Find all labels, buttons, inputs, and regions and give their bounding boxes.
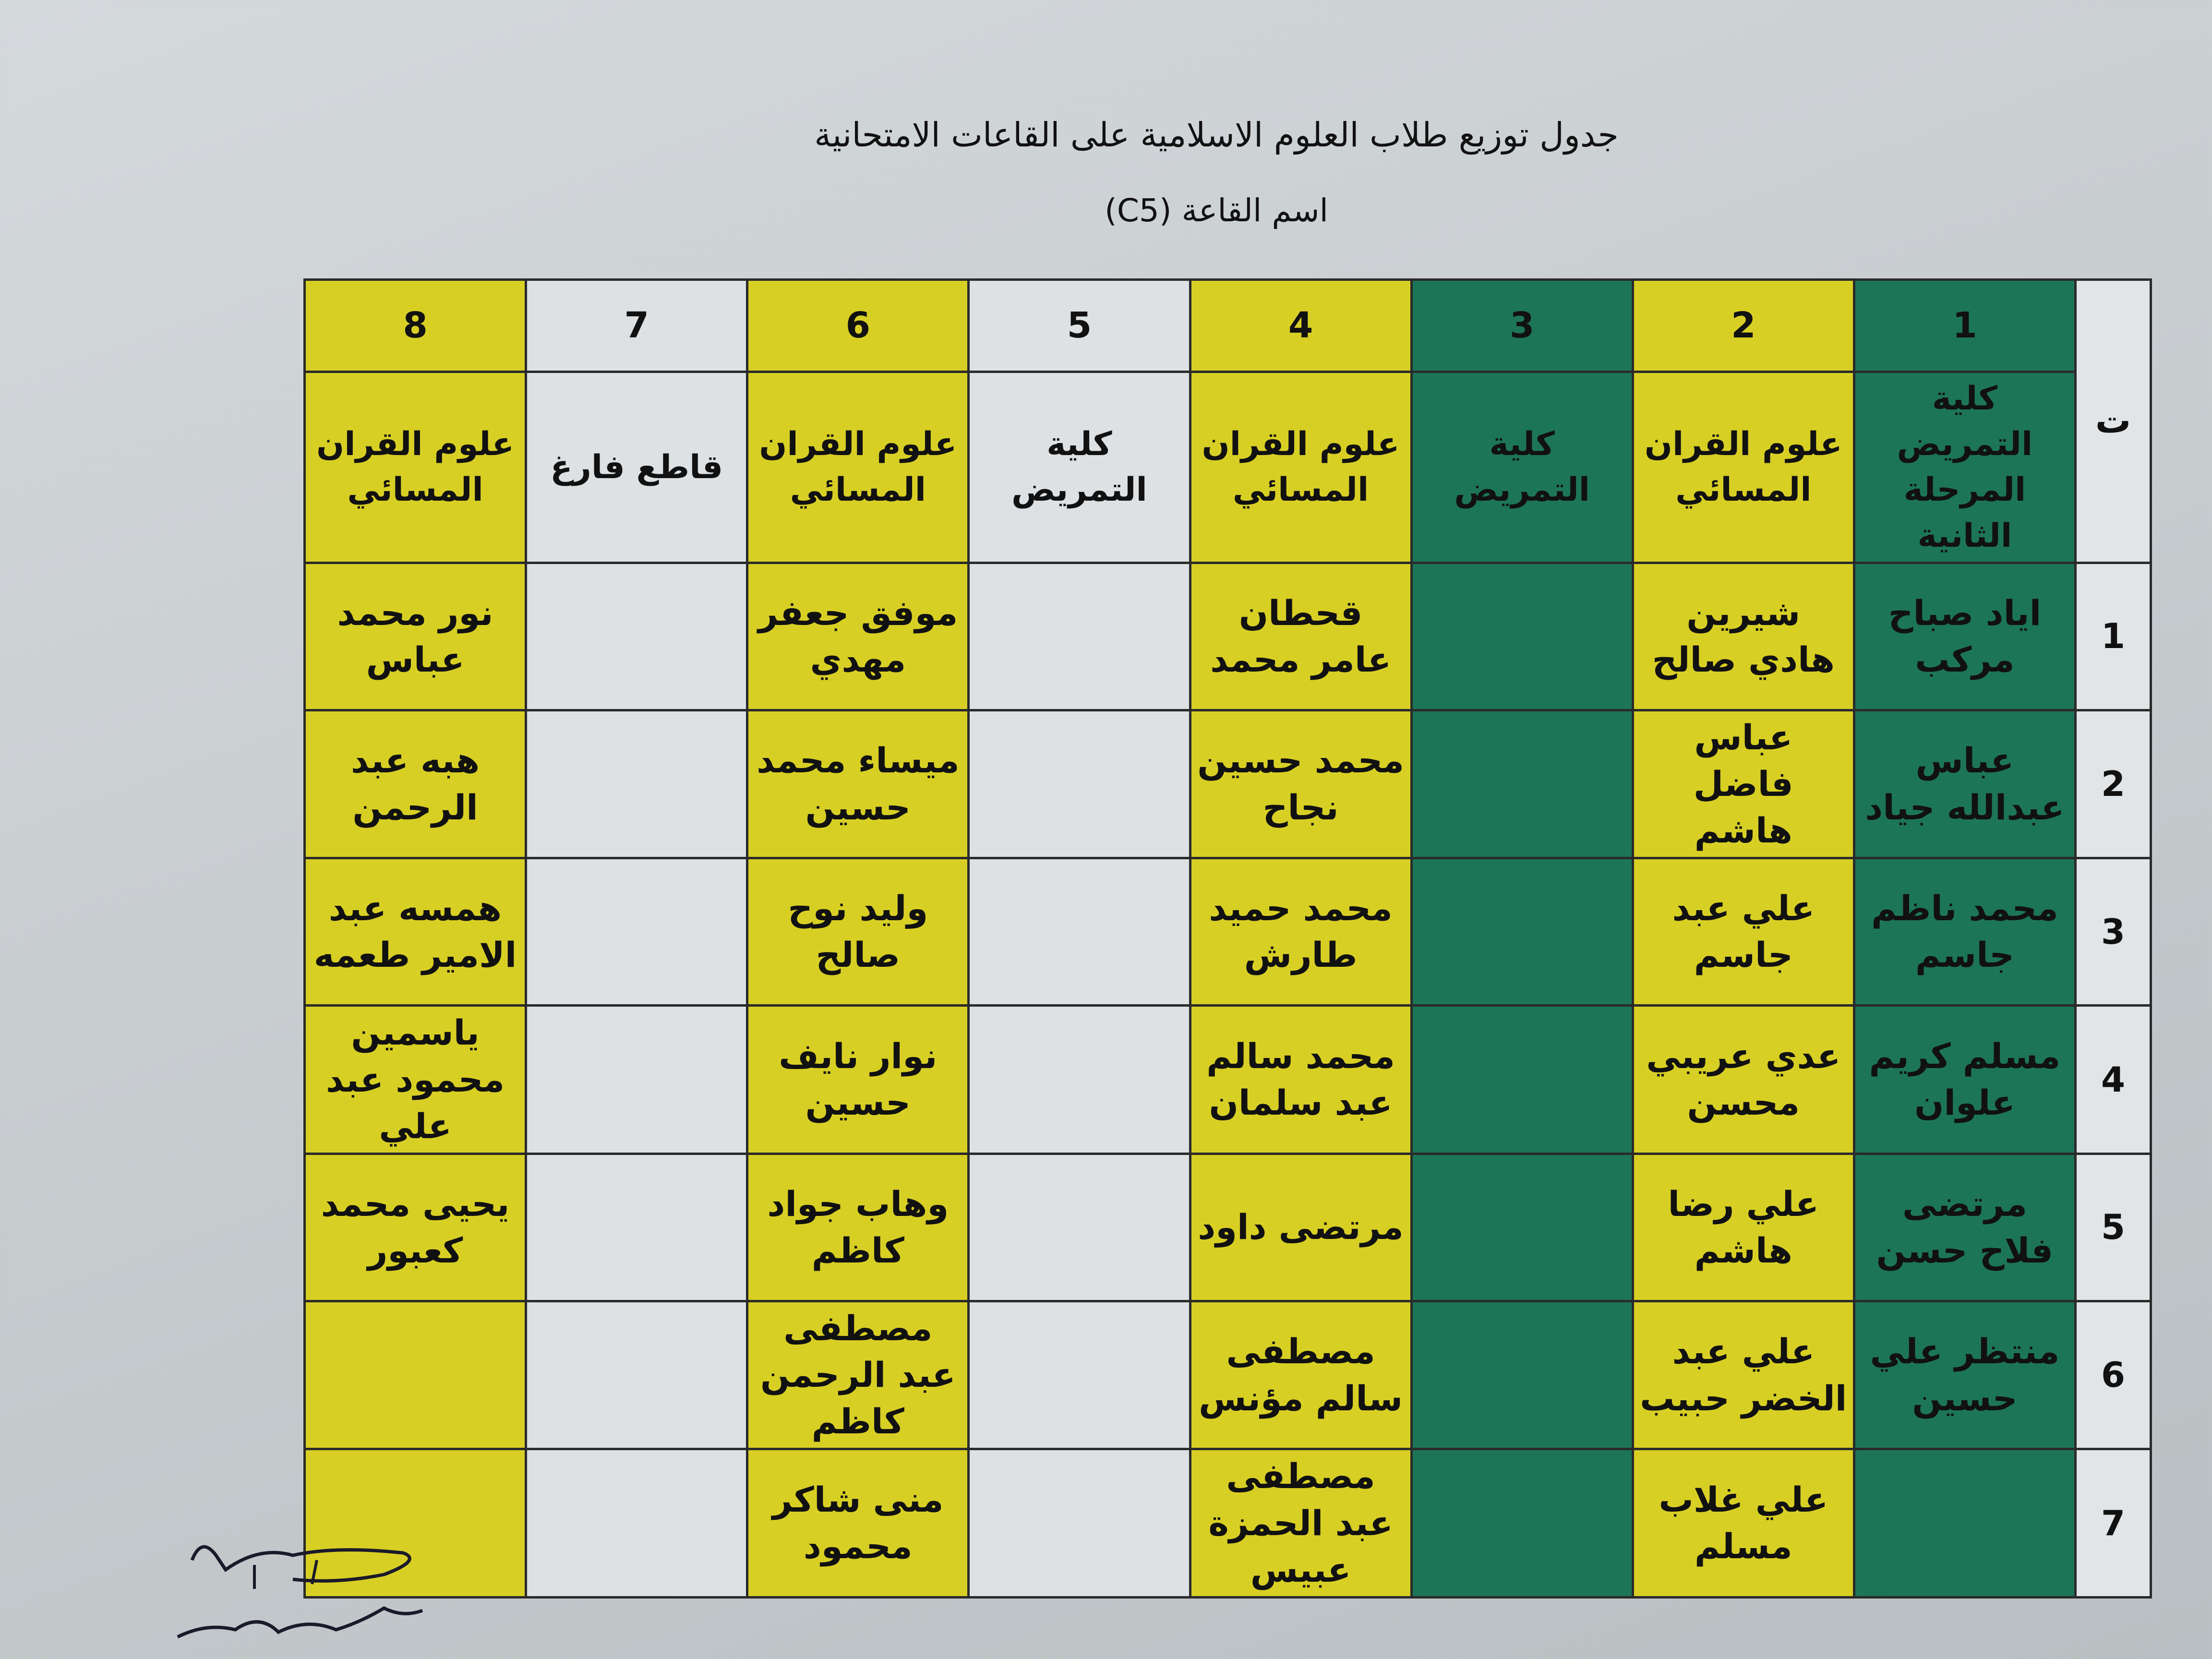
student-cell: منتظر علي حسين (1852, 1299, 2077, 1451)
row-index: 5 (2074, 1152, 2152, 1302)
student-cell: علي عبد جاسم (1631, 857, 1855, 1007)
student-cell (967, 709, 1191, 860)
column-header: كلية التمريض (1410, 371, 1634, 564)
student-cell (303, 1299, 528, 1451)
table-row: 1 اياد صباح مركب شيرين هادي صالح قحطان عامر… (303, 561, 2152, 711)
student-cell: يحيى محمد كعبور (303, 1152, 528, 1302)
table-row: 5 مرتضى فلاح حسن علي رضا هاشم مرتضى داود وها… (303, 1152, 2152, 1302)
student-cell (525, 561, 749, 711)
student-cell (1410, 1004, 1634, 1155)
distribution-table: ت 1 2 3 4 5 6 7 8 كلية التمريض المرحلة الثانية علو… (303, 278, 2152, 1599)
row-index: 4 (2074, 1004, 2152, 1155)
column-number: 7 (525, 278, 749, 373)
student-cell (525, 1152, 749, 1302)
hall-name: اسم القاعة (C5) (1105, 192, 1328, 229)
row-index: 3 (2074, 857, 2152, 1007)
column-header: علوم القران المسائي (1631, 371, 1855, 564)
student-cell (1410, 857, 1634, 1007)
student-cell: اياد صباح مركب (1852, 561, 2077, 711)
student-cell (1410, 561, 1634, 711)
student-cell: همسه عبد الامير طعمه (303, 857, 528, 1007)
student-cell (1410, 1448, 1634, 1599)
student-cell (967, 1448, 1191, 1599)
student-cell (525, 1448, 749, 1599)
student-cell: علي عبد الخضر حبيب (1631, 1299, 1855, 1451)
student-cell: شيرين هادي صالح (1631, 561, 1855, 711)
column-number: 4 (1189, 278, 1413, 373)
student-cell (967, 857, 1191, 1007)
student-cell (1410, 1152, 1634, 1302)
column-number: 2 (1631, 278, 1855, 373)
row-index: 2 (2074, 709, 2152, 860)
column-header: قاطع فارغ (525, 371, 749, 564)
student-cell: نوار نايف حسين (746, 1004, 970, 1155)
student-cell: قحطان عامر محمد (1189, 561, 1413, 711)
column-header: علوم القران المسائي (303, 371, 528, 564)
student-cell: محمد سالم عبد سلمان (1189, 1004, 1413, 1155)
student-cell: عباس عبدالله جياد (1852, 709, 2077, 860)
column-header: علوم القران المسائي (746, 371, 970, 564)
student-cell: علي رضا هاشم (1631, 1152, 1855, 1302)
student-cell: هبه عبد الرحمن (303, 709, 528, 860)
student-cell: محمد حميد طارش (1189, 857, 1413, 1007)
column-header: كلية التمريض (967, 371, 1191, 564)
student-cell (525, 1004, 749, 1155)
index-header: ت (2074, 278, 2152, 564)
student-cell (525, 709, 749, 860)
student-cell: مرتضى فلاح حسن (1852, 1152, 2077, 1302)
table-row: 3 محمد ناظم جاسم علي عبد جاسم محمد حميد طار… (303, 857, 2152, 1007)
student-cell: عدي عريبي محسن (1631, 1004, 1855, 1155)
table-row: 7 علي غلاب مسلم مصطفى عبد الحمزة عبيس منى ش… (303, 1448, 2152, 1599)
document-title: جدول توزيع طلاب العلوم الاسلامية على الق… (814, 115, 1619, 155)
student-cell (1852, 1448, 2077, 1599)
row-index: 1 (2074, 561, 2152, 711)
student-cell: مرتضى داود (1189, 1152, 1413, 1302)
student-cell (525, 857, 749, 1007)
student-cell (967, 561, 1191, 711)
student-cell: مصطفى عبد الحمزة عبيس (1189, 1448, 1413, 1599)
student-cell: مصطفى عبد الرحمن كاظم (746, 1299, 970, 1451)
student-cell: ياسمين محمود عبد علي (303, 1004, 528, 1155)
student-cell: محمد حسين نجاح (1189, 709, 1413, 860)
student-cell (1410, 1299, 1634, 1451)
student-cell (967, 1004, 1191, 1155)
column-header: كلية التمريض المرحلة الثانية (1852, 371, 2077, 564)
student-cell: وليد نوح صالح (746, 857, 970, 1007)
student-cell: مسلم كريم علوان (1852, 1004, 2077, 1155)
student-cell: محمد ناظم جاسم (1852, 857, 2077, 1007)
column-header-row: كلية التمريض المرحلة الثانية علوم القران … (303, 371, 2151, 564)
column-number: 8 (303, 278, 528, 373)
student-cell: مصطفى سالم مؤنس (1189, 1299, 1413, 1451)
student-cell: علي غلاب مسلم (1631, 1448, 1855, 1599)
handwritten-signature (177, 1545, 423, 1639)
column-header: علوم القران المسائي (1189, 371, 1413, 564)
student-cell: وهاب جواد كاظم (746, 1152, 970, 1302)
student-cell (967, 1299, 1191, 1451)
student-cell: ميساء محمد حسين (746, 709, 970, 860)
student-cell (967, 1152, 1191, 1302)
column-number: 3 (1410, 278, 1634, 373)
row-index: 7 (2074, 1448, 2152, 1599)
column-number: 1 (1852, 278, 2077, 373)
student-cell (1410, 709, 1634, 860)
student-cell (303, 1448, 528, 1599)
student-cell: منى شاكر محمود (746, 1448, 970, 1599)
student-cell (525, 1299, 749, 1451)
student-cell: عباس فاضل هاشم (1631, 709, 1855, 860)
column-number: 6 (746, 278, 970, 373)
student-cell: نور محمد عباس (303, 561, 528, 711)
row-index: 6 (2074, 1299, 2152, 1451)
student-cell: موفق جعفر مهدي (746, 561, 970, 711)
table-row: 4 مسلم كريم علوان عدي عريبي محسن محمد سالم … (303, 1004, 2152, 1155)
table-row: 2 عباس عبدالله جياد عباس فاضل هاشم محمد حسي… (303, 709, 2152, 860)
column-number: 5 (967, 278, 1191, 373)
table-row: 6 منتظر علي حسين علي عبد الخضر حبيب مصطفى س… (303, 1299, 2152, 1451)
